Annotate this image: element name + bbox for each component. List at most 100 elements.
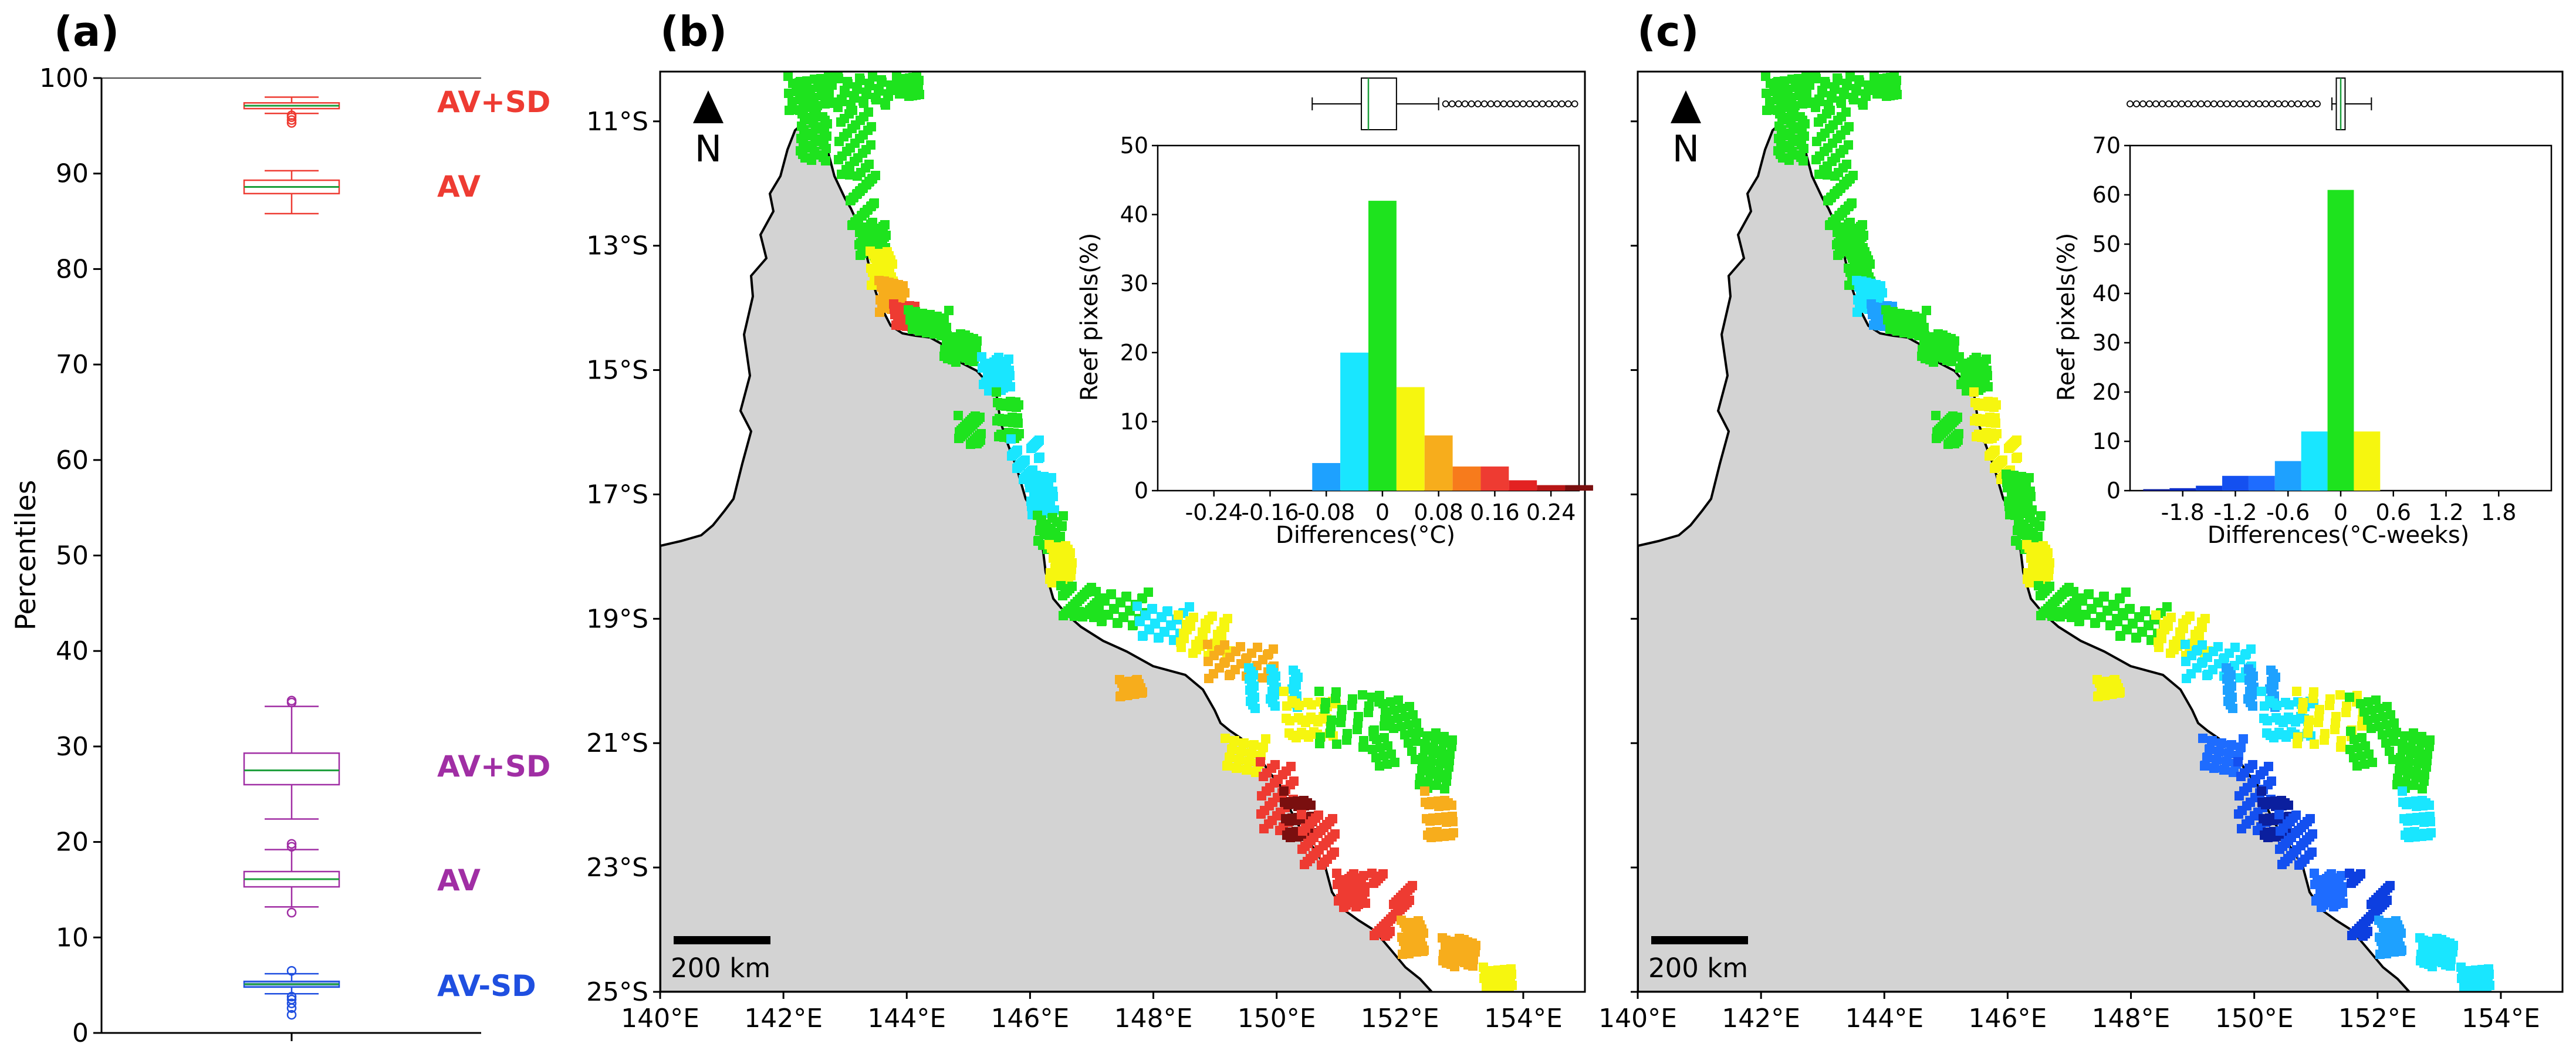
inset-box-outlier [1539, 100, 1546, 107]
reef-pixel [2069, 587, 2078, 596]
reef-pixel [802, 129, 811, 138]
reef-pixel [1368, 745, 1377, 754]
inset-box-outlier [2159, 100, 2166, 107]
reef-pixels-c [1761, 72, 2494, 992]
reef-pixel [1353, 894, 1363, 904]
reef-pixel [813, 83, 823, 92]
reef-pixel [1386, 697, 1395, 707]
reef-pixel [824, 89, 834, 99]
reef-pixel [845, 170, 854, 180]
reef-pixel [801, 141, 810, 150]
reef-pixel [803, 93, 812, 103]
reef-pixel [1006, 434, 1016, 444]
lat-tick-label: 13°S [586, 231, 648, 261]
reef-pixel [2012, 454, 2021, 463]
reef-pixel [1268, 798, 1277, 807]
panel-a-y-label: Percentiles [10, 480, 42, 630]
reef-pixel [1204, 674, 1213, 683]
inset-b-x-label: Differences(°C) [1276, 522, 1455, 549]
reef-pixel [1843, 81, 1852, 90]
scale-bar-c [1651, 936, 1748, 944]
reef-pixel [2292, 687, 2301, 696]
reef-pixel [2011, 536, 2020, 546]
inset-box-outlier [2146, 100, 2153, 107]
reef-pixel [1234, 755, 1243, 765]
reef-pixel [984, 386, 993, 396]
reef-pixel [2291, 811, 2301, 820]
reef-pixel [1855, 252, 1865, 261]
reef-pixel [2377, 918, 2386, 928]
reef-pixel [860, 222, 870, 232]
reef-pixel [1431, 728, 1441, 738]
reef-pixel [796, 77, 805, 86]
reef-pixel [1359, 736, 1368, 745]
reef-pixel [1445, 749, 1455, 759]
inset-box-outlier [2133, 100, 2140, 107]
reef-pixel [2484, 964, 2493, 974]
reef-pixel [1834, 168, 1843, 177]
inset-box-outlier [2178, 100, 2185, 107]
reef-pixel [2363, 715, 2372, 725]
reef-pixel [1823, 143, 1833, 153]
reef-pixel [2469, 980, 2478, 989]
inset-ytick-label: 0 [2107, 478, 2121, 504]
reef-pixel [2345, 693, 2354, 702]
inset-box-outlier [1513, 100, 1520, 107]
reef-pixel [2357, 751, 2366, 761]
inset-ytick-label: 30 [1120, 271, 1148, 296]
reef-pixel [1404, 720, 1414, 730]
reef-pixel [1287, 696, 1297, 705]
reef-pixel [2004, 444, 2013, 453]
reef-pixel [1379, 751, 1388, 761]
reef-pixel [1293, 673, 1303, 682]
reef-pixel [2023, 568, 2033, 578]
reef-pixel [1272, 683, 1281, 692]
reef-pixel [1870, 302, 1879, 312]
inset-box-outlier [1519, 100, 1527, 107]
reef-pixel [1059, 549, 1068, 559]
reef-pixel [2243, 783, 2252, 792]
reef-pixel [2014, 516, 2023, 525]
reef-pixel [2077, 596, 2087, 606]
reef-pixel [1840, 205, 1850, 215]
histogram-bar [1452, 466, 1481, 491]
histogram-bar [1537, 485, 1566, 491]
reef-pixel [1037, 489, 1046, 498]
reef-pixel [2304, 715, 2314, 725]
reef-pixel [834, 137, 844, 146]
reef-pixel [2271, 713, 2281, 722]
reef-pixel [1330, 829, 1340, 839]
scale-label-b: 200 km [671, 953, 770, 984]
reef-pixel [1074, 607, 1084, 616]
reef-pixel [2242, 649, 2251, 658]
reef-pixel [1394, 695, 1403, 705]
reef-pixel [1424, 777, 1433, 786]
reef-pixel [919, 319, 929, 328]
reef-pixel [812, 110, 821, 119]
reef-pixel [2025, 578, 2034, 587]
reef-pixel [2368, 758, 2377, 767]
reef-pixel [2233, 757, 2243, 766]
reef-pixel [858, 130, 868, 140]
lon-tick-label: 142°E [744, 1004, 823, 1034]
reef-pixel [2156, 629, 2166, 638]
reef-pixel [2342, 701, 2351, 711]
reef-pixel [2356, 699, 2365, 708]
inset-box-outlier [2307, 100, 2314, 107]
reef-pixel [2476, 972, 2486, 981]
reef-pixel [1840, 90, 1849, 99]
reef-pixel [990, 374, 1000, 383]
reef-pixel [954, 411, 963, 420]
north-label-c: N [1672, 127, 1699, 170]
reef-pixel [1351, 902, 1361, 911]
panel-a-ytick-label: 40 [56, 636, 89, 666]
reef-pixel [811, 122, 820, 131]
reef-pixel [1006, 382, 1015, 391]
inset-c-y-label: Reef pixels(%) [2053, 233, 2080, 401]
reef-pixel [1414, 728, 1424, 737]
reef-pixel [1921, 354, 1930, 363]
reef-pixel [1390, 705, 1399, 715]
histogram-bar [2301, 431, 2328, 491]
reef-pixel [2277, 796, 2286, 805]
reef-pixel [840, 88, 850, 97]
